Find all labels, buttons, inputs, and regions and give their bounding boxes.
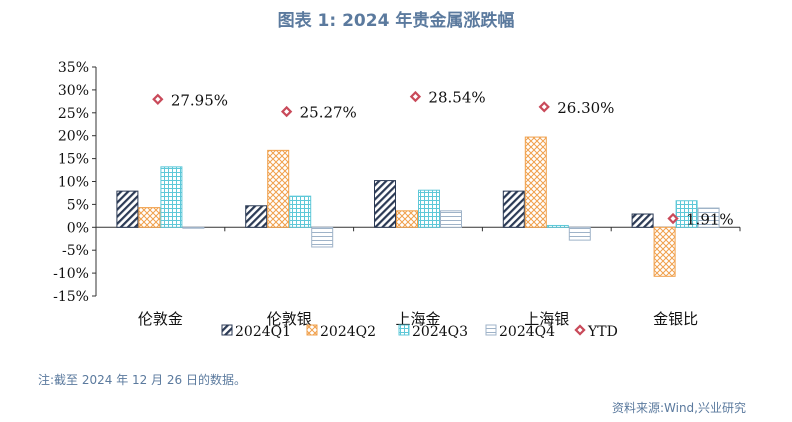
bar-2024q1-2 [374,180,396,228]
bars [116,136,720,277]
legend-label: 2024Q2 [320,324,376,340]
bar-2024q3-2 [418,189,440,228]
bar-2024q2-4 [653,226,676,277]
y-tick-label: 25% [58,106,89,122]
bar-2024q2-2 [396,210,418,228]
legend: 2024Q1 2024Q2 2024Q3 2024Q4 YTD [221,324,618,340]
y-tick-label: 15% [58,152,89,168]
ytd-markers: 27.95% 25.27% 28.54% 26.30% 1.91% [152,89,734,229]
legend-swatch [221,324,233,336]
bar-2024q1-0 [116,190,139,228]
category-label: 金银比 [653,310,698,328]
legend-label: 2024Q3 [412,324,468,340]
y-tick-label: -15% [53,289,89,305]
bar-2024q3-4 [675,200,698,228]
source-note: 资料来源:Wind,兴业研究 [611,401,746,415]
bar-2024q2-1 [267,149,290,228]
y-tick-label: 5% [67,197,89,213]
bar-chart: -15% -10% -5% 0% 5% 10% 15% 20% 25% 30% 35% 27.95%… [53,60,741,340]
footnote: 注:截至 2024 年 12 月 26 日的数据。 [38,373,247,387]
ytd-data-label: 1.91% [686,211,734,229]
y-tick-label: -5% [62,243,89,259]
ytd-data-label: 27.95% [171,91,228,109]
bar-2024q4-4 [697,207,720,228]
ytd-data-label: 26.30% [557,99,614,117]
bar-2024q3-0 [160,166,183,228]
y-tick-label: 30% [58,83,89,99]
bar-2024q4-3 [568,226,591,241]
legend-swatch [485,324,497,336]
ytd-data-label: 28.54% [428,89,485,107]
chart-title: 图表 1: 2024 年贵金属涨跌幅 [277,11,515,31]
legend-swatch [306,324,318,336]
bar-2024q1-3 [502,190,525,228]
ytd-data-label: 25.27% [300,104,357,122]
bar-2024q4-0 [182,226,205,229]
legend-label: 2024Q4 [499,324,555,340]
legend-swatch [398,324,410,336]
bar-2024q3-1 [289,195,312,228]
category-label: 上海银 [524,310,569,328]
y-tick-label: 10% [58,175,89,191]
y-tick-label: 0% [67,220,89,236]
category-labels: 伦敦金 伦敦银 上海金 上海银 金银比 [138,310,698,328]
bar-2024q2-0 [138,207,161,228]
bar-2024q4-1 [311,226,334,248]
category-label: 伦敦金 [138,310,183,328]
legend-swatch-center [577,327,583,333]
category-label: 上海金 [395,310,440,328]
legend-label: YTD [587,324,618,340]
bar-2024q4-2 [440,210,462,228]
y-tick-label: 35% [58,60,89,76]
bar-2024q3-3 [546,224,569,228]
bar-2024q2-3 [524,136,547,228]
y-tick-label: 20% [58,129,89,145]
bar-2024q1-4 [631,213,654,228]
category-label: 伦敦银 [267,310,312,328]
y-tick-label: -10% [53,266,89,282]
legend-label: 2024Q1 [235,324,291,340]
bar-2024q1-1 [245,205,268,228]
